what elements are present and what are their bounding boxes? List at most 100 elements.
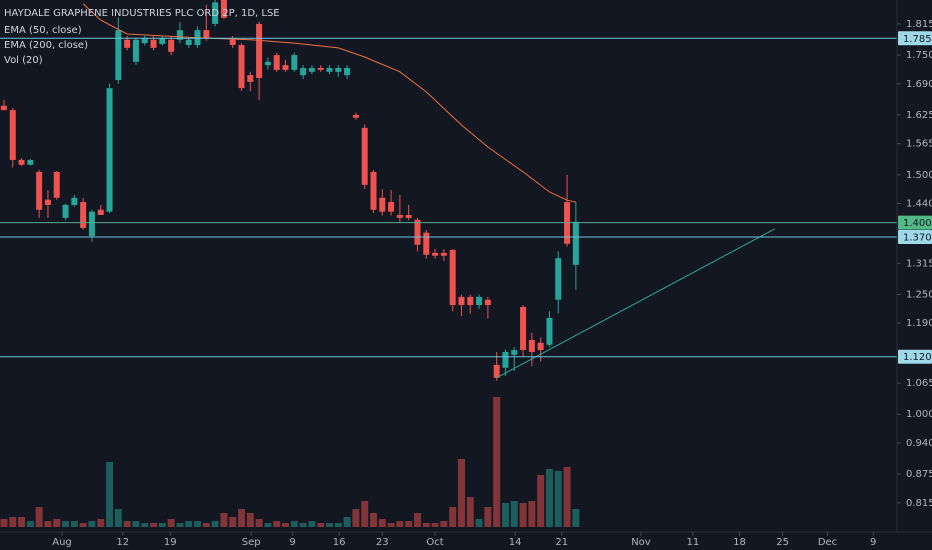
candle-body: [0, 105, 7, 111]
candle-body: [493, 364, 500, 378]
candle-body: [132, 39, 139, 62]
candle-body: [220, 0, 227, 18]
y-tick-label: 0.940: [906, 438, 932, 449]
y-tick-label: 1.815: [906, 19, 932, 30]
candle-body: [344, 67, 351, 76]
x-tick-label: 11: [687, 537, 700, 548]
volume-bar: [88, 521, 96, 527]
candle-body: [484, 299, 491, 306]
price-label-box: [898, 349, 932, 364]
candle-body: [115, 30, 122, 80]
candle-body: [106, 88, 113, 212]
price-label-box: [898, 215, 932, 230]
volume-bar: [326, 523, 334, 527]
volume-bar: [220, 513, 228, 527]
candle-body: [185, 39, 192, 46]
volume-bar: [18, 517, 26, 527]
volume-bar: [9, 517, 17, 527]
volume-bar: [106, 462, 114, 527]
volume-bar: [572, 509, 580, 527]
volume-bar: [70, 521, 78, 527]
volume-bar: [484, 507, 492, 527]
candle-body: [388, 202, 395, 212]
candle-body: [256, 23, 263, 79]
volume-bar: [176, 523, 184, 527]
candle-body: [300, 67, 307, 76]
volume-bar: [554, 471, 562, 527]
volume-bar: [361, 501, 369, 527]
candle-body: [71, 197, 78, 205]
candle-body: [555, 258, 562, 300]
candle-body: [141, 37, 148, 44]
plot-area: [0, 0, 897, 527]
x-tick-label: 9: [870, 537, 876, 548]
volume-bar: [53, 519, 61, 527]
volume-bar: [185, 521, 193, 527]
candle-body: [370, 171, 377, 210]
candle-body: [168, 39, 175, 52]
volume-bar: [405, 521, 413, 527]
volume-bar: [431, 523, 439, 527]
legend-entry: EMA (50, close): [4, 25, 82, 36]
candle-body: [396, 215, 403, 218]
y-tick-label: 1.190: [906, 318, 932, 329]
volume-bar: [158, 523, 166, 527]
volume-bar: [62, 521, 70, 527]
y-tick-label: 1.625: [906, 110, 932, 121]
volume-bar: [44, 521, 52, 527]
x-tick-label: 12: [116, 537, 129, 548]
volume-bar: [273, 521, 281, 527]
chart-title: HAYDALE GRAPHENE INDUSTRIES PLC ORD 2P, …: [4, 8, 280, 19]
candle-body: [203, 30, 210, 38]
volume-bar: [202, 523, 210, 527]
candle-body: [282, 65, 289, 70]
candle-body: [9, 110, 16, 160]
volume-bar: [264, 523, 272, 527]
candle-body: [423, 232, 430, 255]
legend-entry: Vol (20): [4, 55, 43, 66]
y-tick-label: 0.875: [906, 469, 932, 480]
candle-body: [264, 61, 271, 66]
candle-body: [546, 317, 553, 345]
volume-bar: [0, 519, 8, 527]
volume-bar: [563, 467, 571, 527]
price-label: 1.785: [903, 34, 932, 45]
legend-entry: EMA (200, close): [4, 40, 88, 51]
volume-bar: [449, 507, 457, 527]
volume-bar: [545, 469, 553, 527]
volume-bar: [282, 523, 290, 527]
axes: 1.815 1.750 1.690 1.625 1.565 1.500 1.440 1.315…: [52, 19, 932, 548]
y-tick-label: 1.440: [906, 199, 932, 210]
x-tick-label: Dec: [818, 537, 837, 548]
y-tick-label: 1.690: [906, 79, 932, 90]
volume-bar: [211, 521, 219, 527]
candle-body: [511, 350, 518, 355]
volume-bar: [440, 521, 448, 527]
volume-bar: [150, 523, 158, 527]
x-tick-label: Sep: [242, 537, 261, 548]
candle-body: [159, 37, 166, 45]
volume-bar: [299, 523, 307, 527]
candle-body: [405, 215, 412, 218]
volume-bar: [255, 519, 263, 527]
volume-bar: [290, 521, 298, 527]
x-tick-label: 18: [733, 537, 746, 548]
y-tick-label: 1.000: [906, 409, 932, 420]
x-tick-label: 19: [164, 537, 177, 548]
candle-body: [449, 249, 456, 306]
volume-bar: [114, 509, 122, 527]
volume-bar: [475, 519, 483, 527]
candle-body: [326, 67, 333, 72]
volume-bar: [79, 523, 87, 527]
x-tick-label: 9: [289, 537, 295, 548]
candle-body: [317, 67, 324, 70]
candle-body: [335, 67, 342, 72]
volume-bar: [528, 501, 536, 527]
volume-bar: [334, 523, 342, 527]
y-tick-label: 1.500: [906, 170, 932, 181]
volume-bar: [97, 519, 105, 527]
price-label-box: [898, 230, 932, 245]
candle-body: [520, 306, 527, 351]
